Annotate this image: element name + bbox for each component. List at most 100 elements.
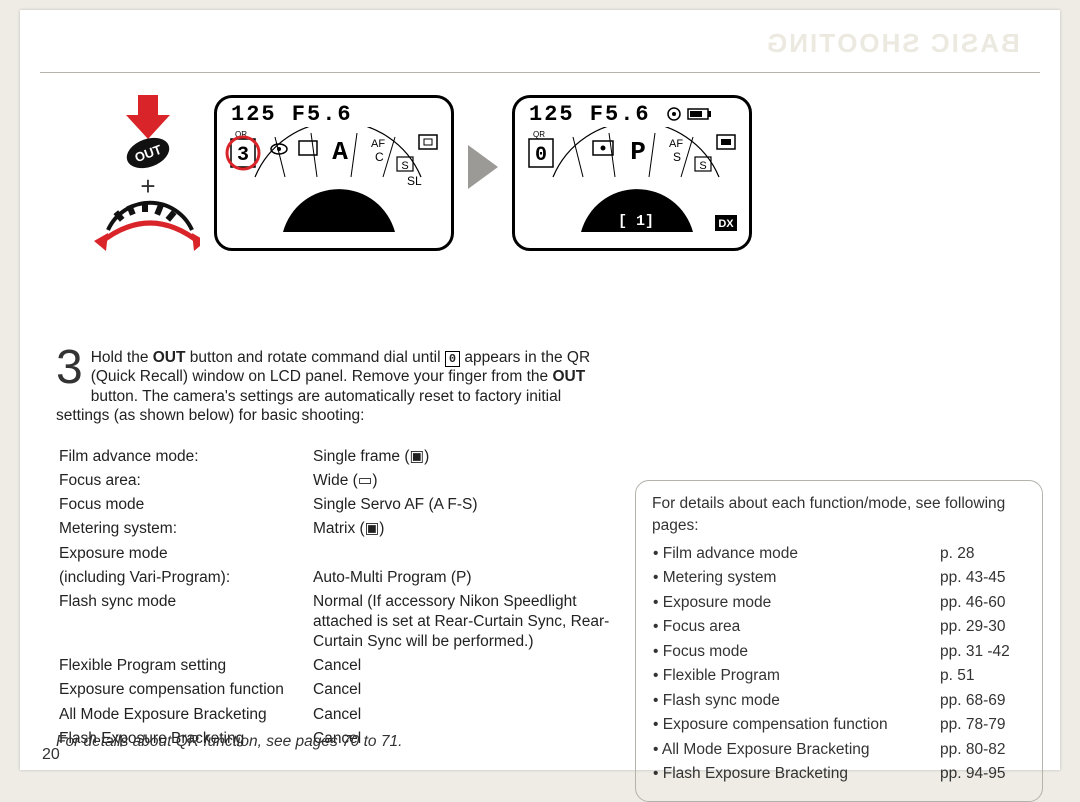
svg-text:S: S xyxy=(699,160,706,172)
svg-text:S: S xyxy=(673,150,681,164)
svg-text:+: + xyxy=(140,171,155,201)
ref-row: • Flash sync modepp. 68-69 xyxy=(652,689,1026,713)
step-3-text: 3 Hold the OUT button and rotate command… xyxy=(56,348,616,426)
lcd-left-top: 125 F5.6 xyxy=(225,102,443,127)
ref-pages: pp. 46-60 xyxy=(939,591,1026,615)
setting-name: Metering system: xyxy=(58,518,310,540)
svg-text:A: A xyxy=(332,137,348,167)
ref-pages: pp. 68-69 xyxy=(939,689,1026,713)
top-rule xyxy=(40,72,1040,73)
setting-name: Exposure compensation function xyxy=(58,679,310,701)
ref-row: • Flash Exposure Bracketingpp. 94-95 xyxy=(652,762,1026,786)
settings-row: (including Vari-Program):Auto-Multi Prog… xyxy=(58,567,614,589)
ref-row: • All Mode Exposure Bracketingpp. 80-82 xyxy=(652,738,1026,762)
ref-row: • Exposure compensation functionpp. 78-7… xyxy=(652,713,1026,737)
ref-row: • Exposure modepp. 46-60 xyxy=(652,591,1026,615)
watermark-text: BASIC SHOOTING xyxy=(765,28,1020,59)
ref-pages: pp. 29-30 xyxy=(939,615,1026,639)
out-btn-2: OUT xyxy=(552,368,585,385)
page-reference-box: For details about each function/mode, se… xyxy=(635,480,1043,802)
svg-text:QR: QR xyxy=(533,130,545,139)
ref-function: • Focus area xyxy=(652,615,939,639)
ref-function: • Metering system xyxy=(652,566,939,590)
reset-settings-table: Film advance mode:Single frame (▣)Focus … xyxy=(56,444,616,752)
ref-function: • Exposure compensation function xyxy=(652,713,939,737)
ref-row: • Flexible Programp. 51 xyxy=(652,664,1026,688)
svg-text:0: 0 xyxy=(535,144,547,167)
lcd-right-top: 125 F5.6 xyxy=(523,102,741,127)
ref-intro: For details about each function/mode, se… xyxy=(652,493,1026,538)
svg-text:SL: SL xyxy=(407,174,422,188)
svg-text:AF: AF xyxy=(371,138,385,150)
step-text-a: Hold the xyxy=(91,349,153,366)
settings-row: Metering system:Matrix (▣) xyxy=(58,518,614,540)
settings-row: Exposure mode xyxy=(58,543,614,565)
out-btn-1: OUT xyxy=(153,349,186,366)
setting-name: (including Vari-Program): xyxy=(58,567,310,589)
ref-function: • All Mode Exposure Bracketing xyxy=(652,738,939,762)
settings-row: Flexible Program settingCancel xyxy=(58,655,614,677)
ref-pages: p. 51 xyxy=(939,664,1026,688)
settings-row: Focus area:Wide (▭) xyxy=(58,470,614,492)
step-text-b: button and rotate command dial until xyxy=(185,349,444,366)
ref-row: • Focus areapp. 29-30 xyxy=(652,615,1026,639)
settings-row: All Mode Exposure BracketingCancel xyxy=(58,704,614,726)
out-button-dial-icon: OUT + xyxy=(90,95,200,260)
setting-value: Normal (If accessory Nikon Speedlight at… xyxy=(312,591,614,653)
ref-pages: pp. 78-79 xyxy=(939,713,1026,737)
compensation-battery-icon xyxy=(666,106,714,122)
settings-row: Film advance mode:Single frame (▣) xyxy=(58,446,614,468)
lcd-left-body-icon: QR 3 A AF C xyxy=(225,127,443,235)
step-text-d: button. The camera's settings are automa… xyxy=(56,388,561,424)
setting-name: Exposure mode xyxy=(58,543,310,565)
qr-footnote: For details about QR function, see pages… xyxy=(56,733,402,751)
svg-text:AF: AF xyxy=(669,138,683,150)
settings-row: Flash sync modeNormal (If accessory Niko… xyxy=(58,591,614,653)
setting-name: Flash sync mode xyxy=(58,591,310,653)
ref-function: • Exposure mode xyxy=(652,591,939,615)
illustration-row: OUT + 125 F5.6 xyxy=(90,95,752,265)
setting-name: Flexible Program setting xyxy=(58,655,310,677)
ref-table: • Film advance modep. 28• Metering syste… xyxy=(652,542,1026,787)
svg-text:3: 3 xyxy=(237,144,249,167)
ref-row: • Metering systempp. 43-45 xyxy=(652,566,1026,590)
ref-row: • Film advance modep. 28 xyxy=(652,542,1026,566)
lcd-panel-after: 125 F5.6 QR 0 xyxy=(512,95,752,251)
lcd-right-top-text: 125 F5.6 xyxy=(529,102,651,127)
ref-pages: pp. 43-45 xyxy=(939,566,1026,590)
ref-function: • Focus mode xyxy=(652,640,939,664)
ref-function: • Flexible Program xyxy=(652,664,939,688)
setting-value: Auto-Multi Program (P) xyxy=(312,567,614,589)
svg-text:[ 1]: [ 1] xyxy=(618,213,654,230)
dial-illustration: OUT + xyxy=(90,95,200,265)
qr-glyph: 0 xyxy=(445,351,460,367)
svg-text:C: C xyxy=(375,150,384,164)
lcd-right-body-icon: QR 0 P AF S S xyxy=(523,127,741,235)
settings-row: Exposure compensation functionCancel xyxy=(58,679,614,701)
setting-value: Single frame (▣) xyxy=(312,446,614,468)
ref-pages: pp. 31 -42 xyxy=(939,640,1026,664)
setting-value: Wide (▭) xyxy=(312,470,614,492)
svg-text:P: P xyxy=(630,137,646,167)
setting-value: Single Servo AF (A F-S) xyxy=(312,494,614,516)
setting-name: Focus area: xyxy=(58,470,310,492)
setting-value: Matrix (▣) xyxy=(312,518,614,540)
setting-value: Cancel xyxy=(312,655,614,677)
ref-row: • Focus modepp. 31 -42 xyxy=(652,640,1026,664)
setting-name: Focus mode xyxy=(58,494,310,516)
setting-value xyxy=(312,543,614,565)
ref-pages: pp. 80-82 xyxy=(939,738,1026,762)
setting-name: All Mode Exposure Bracketing xyxy=(58,704,310,726)
ref-pages: pp. 94-95 xyxy=(939,762,1026,786)
setting-value: Cancel xyxy=(312,679,614,701)
page-number: 20 xyxy=(42,746,60,764)
ref-function: • Film advance mode xyxy=(652,542,939,566)
setting-name: Film advance mode: xyxy=(58,446,310,468)
arrow-right-icon xyxy=(468,145,498,189)
svg-text:S: S xyxy=(401,160,408,172)
step-number: 3 xyxy=(56,348,83,389)
setting-value: Cancel xyxy=(312,704,614,726)
settings-row: Focus modeSingle Servo AF (A F-S) xyxy=(58,494,614,516)
manual-page: BASIC SHOOTING OUT + xyxy=(20,10,1060,770)
lcd-panel-before: 125 F5.6 QR 3 A xyxy=(214,95,454,251)
